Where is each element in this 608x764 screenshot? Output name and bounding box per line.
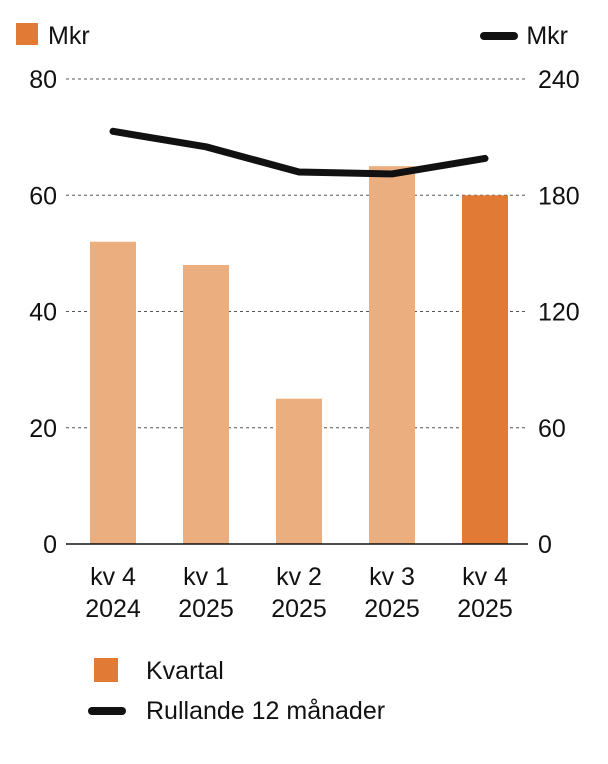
series-line <box>109 127 489 178</box>
left-unit-swatch-icon <box>16 23 38 45</box>
category-labels: kv 4 2024 kv 1 2025 kv 2 2025 kv 3 2025 kv 4 2025 <box>85 563 513 623</box>
line-point <box>391 173 393 175</box>
category-year-label: 2024 <box>85 595 141 623</box>
category-year-label: 2025 <box>457 595 513 623</box>
legend: Kvartal Rullande 12 månader <box>88 657 385 725</box>
right-tick-label: 60 <box>538 415 566 443</box>
category-year-label: 2025 <box>178 595 234 623</box>
left-axis-unit: Mkr <box>48 22 90 50</box>
category-year-label: 2025 <box>271 595 327 623</box>
bar <box>462 195 508 544</box>
right-tick-label: 240 <box>538 66 580 94</box>
bar <box>90 241 136 544</box>
legend-line-label: Rullande 12 månader <box>146 697 385 725</box>
bar-series <box>90 166 508 544</box>
bar <box>276 398 322 544</box>
line-point <box>205 146 207 148</box>
right-tick-label: 0 <box>538 531 552 559</box>
right-tick-label: 180 <box>538 182 580 210</box>
left-tick-label: 40 <box>29 299 57 327</box>
right-tick-label: 120 <box>538 299 580 327</box>
line-point <box>484 157 486 159</box>
category-year-label: 2025 <box>364 595 420 623</box>
bar <box>183 265 229 544</box>
left-tick-label: 80 <box>29 66 57 94</box>
line-point <box>298 171 300 173</box>
category-label: kv 1 <box>183 563 229 591</box>
right-axis-ticks: 0 60 120 180 240 <box>538 66 580 559</box>
legend-bar-swatch-icon <box>94 658 118 682</box>
chart-header: Mkr Mkr <box>16 22 568 50</box>
left-tick-label: 60 <box>29 182 57 210</box>
line-point <box>112 130 114 132</box>
left-axis-ticks: 0 20 40 60 80 <box>29 66 57 559</box>
bar <box>369 166 415 544</box>
left-tick-label: 0 <box>43 531 57 559</box>
right-axis-unit: Mkr <box>526 22 568 50</box>
category-label: kv 2 <box>276 563 322 591</box>
line-series <box>109 127 489 178</box>
left-tick-label: 20 <box>29 415 57 443</box>
category-label: kv 3 <box>369 563 415 591</box>
category-label: kv 4 <box>462 563 508 591</box>
category-label: kv 4 <box>90 563 136 591</box>
legend-bar-label: Kvartal <box>146 657 224 685</box>
